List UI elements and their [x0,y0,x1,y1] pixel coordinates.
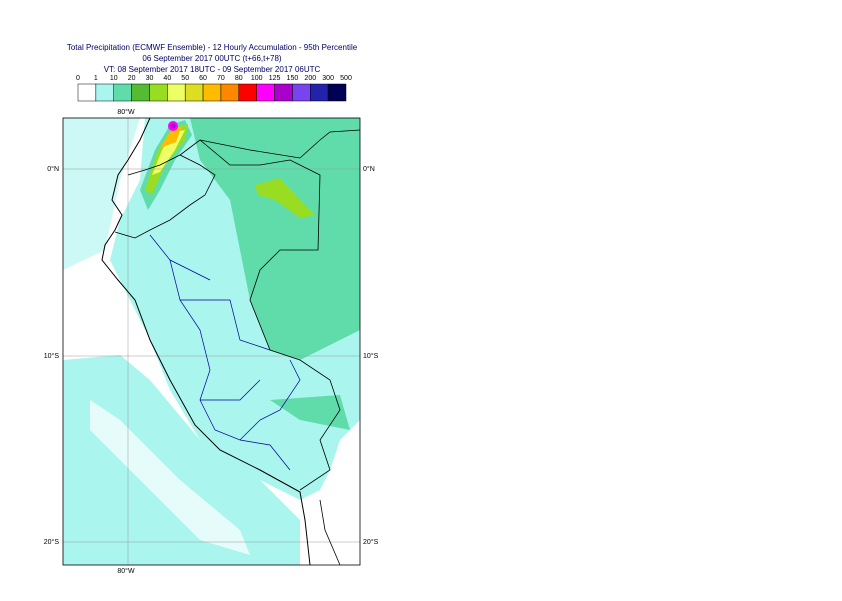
colorbar-swatch [95,83,114,102]
colorbar-swatch [310,83,329,102]
lat-label: 20°S [363,538,379,546]
region-border [149,234,301,471]
title-line: Total Precipitation (ECMWF Ensemble) - 1… [67,43,358,52]
colorbar-label: 100 [251,75,263,82]
colorbar-swatch [292,83,311,102]
colorbar-label: 70 [217,75,225,82]
lat-label: 20°S [44,538,60,546]
border [199,129,361,159]
colorbar-label: 30 [146,75,154,82]
colorbar-swatch [149,83,168,102]
precip-gap [63,260,110,330]
precip-area [63,355,300,565]
colorbar-label: 40 [163,75,171,82]
colorbar-swatch [167,83,186,102]
colorbar-label: 300 [322,75,334,82]
colorbar-swatch [238,83,257,102]
precip-peak [170,123,176,129]
precip-gap [90,400,250,555]
colorbar-label: 0 [76,75,80,82]
colorbar-swatch [274,83,293,102]
colorbar-label: 10 [110,75,118,82]
colorbar-label: 20 [128,75,136,82]
colorbar-label: 500 [340,75,352,82]
precip-area [160,126,182,148]
colorbar-label: 80 [235,75,243,82]
lat-label: 10°S [44,352,60,360]
lat-label: 0°N [47,165,59,173]
colorbar-label: 50 [181,75,189,82]
border [114,154,216,239]
colorbar-label: 1 [94,75,98,82]
title-line: 06 September 2017 00UTC (t+66,t+78) [142,54,282,63]
coastline [101,117,311,566]
title-line: VT: 08 September 2017 18UTC - 09 Septemb… [104,65,321,74]
precip-area [152,130,185,175]
precip-area [270,395,350,430]
colorbar-swatch [327,83,347,102]
border [179,139,341,491]
colorbar-swatch [220,83,240,102]
colorbar-swatch [256,83,275,102]
colorbar: 0 1 10 20 30 40 50 60 70 80 100 125 150 200 300 500 [76,75,352,102]
colorbar-swatch [77,83,97,102]
precip-area [63,118,140,270]
lon-label: 80°W [117,108,135,116]
colorbar-label: 200 [304,75,316,82]
lon-label: 80°W [117,567,135,575]
colorbar-label: 150 [287,75,299,82]
border [319,499,341,566]
map [62,117,361,566]
colorbar-swatch [184,83,204,102]
colorbar-swatch [113,83,132,102]
lat-label: 0°N [363,165,375,173]
colorbar-label: 125 [269,75,281,82]
precip-area [255,178,315,218]
colorbar-label: 60 [199,75,207,82]
colorbar-swatch [131,83,150,102]
map-frame [62,117,361,566]
precip-area [190,118,360,360]
lat-label: 10°S [363,352,379,360]
colorbar-swatch [202,83,222,102]
